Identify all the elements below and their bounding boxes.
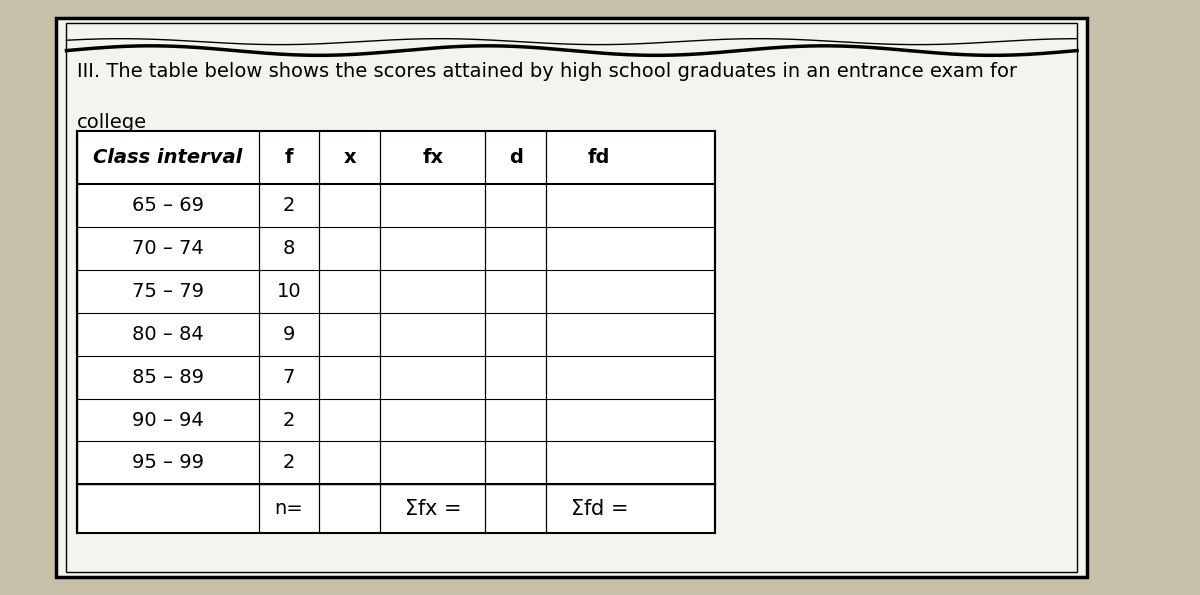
Text: 90 – 94: 90 – 94 xyxy=(132,411,204,430)
Text: 70 – 74: 70 – 74 xyxy=(132,239,204,258)
Text: 8: 8 xyxy=(283,239,295,258)
Text: f: f xyxy=(284,148,293,167)
Text: 9: 9 xyxy=(283,325,295,344)
Text: 95 – 99: 95 – 99 xyxy=(132,453,204,472)
Text: x: x xyxy=(343,148,356,167)
Text: 2: 2 xyxy=(283,453,295,472)
Text: college: college xyxy=(77,113,146,132)
Text: $\Sigma$fx =: $\Sigma$fx = xyxy=(404,499,461,519)
Text: 2: 2 xyxy=(283,411,295,430)
Text: n=: n= xyxy=(275,499,304,518)
Polygon shape xyxy=(56,18,1087,577)
Text: 2: 2 xyxy=(283,196,295,215)
Text: 85 – 89: 85 – 89 xyxy=(132,368,204,387)
Text: 7: 7 xyxy=(283,368,295,387)
Text: Class interval: Class interval xyxy=(94,148,242,167)
Text: d: d xyxy=(509,148,523,167)
Text: 10: 10 xyxy=(277,282,301,301)
Text: $\Sigma$fd =: $\Sigma$fd = xyxy=(570,499,628,519)
Text: 80 – 84: 80 – 84 xyxy=(132,325,204,344)
Text: fd: fd xyxy=(588,148,610,167)
Text: fx: fx xyxy=(422,148,443,167)
Polygon shape xyxy=(77,131,715,533)
Text: 65 – 69: 65 – 69 xyxy=(132,196,204,215)
Text: 75 – 79: 75 – 79 xyxy=(132,282,204,301)
Text: III. The table below shows the scores attained by high school graduates in an en: III. The table below shows the scores at… xyxy=(77,62,1016,82)
